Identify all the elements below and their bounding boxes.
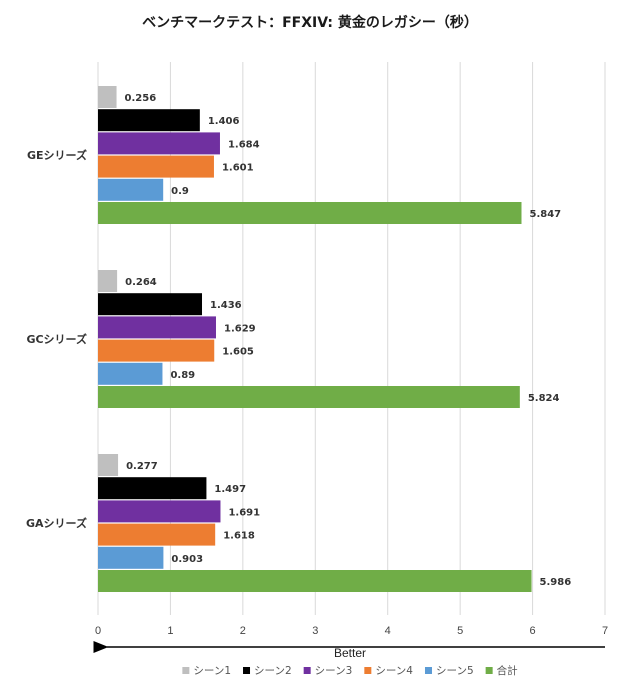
bar-6-3 [98, 570, 532, 592]
x-tick-label: 4 [385, 625, 391, 637]
better-indicator: Better [93, 641, 605, 660]
bar-3-1 [98, 132, 220, 155]
data-labels: 0.256 1.406 1.684 1.601 0.9 5.847 0.264 1.436 1.… [125, 93, 572, 588]
bar-1-3 [98, 454, 119, 476]
bar-2-2 [98, 293, 203, 316]
data-label: 5.986 [540, 577, 572, 588]
data-label: 0.264 [125, 277, 157, 288]
bar-5-3 [98, 546, 164, 569]
x-tick-label: 3 [312, 625, 318, 637]
bar-3-3 [98, 500, 221, 523]
category-label: GEシリーズ [27, 148, 87, 162]
legend-label: 合計 [497, 664, 518, 677]
legend-item: 合計 [485, 664, 518, 677]
x-tick-label: 0 [95, 625, 101, 637]
legend-swatch [243, 667, 251, 674]
bar-6-2 [98, 386, 520, 408]
x-axis-label-better: Better [334, 646, 366, 660]
legend-label: シーン1 [193, 665, 231, 677]
data-label: 0.903 [171, 554, 203, 565]
bar-2-1 [98, 109, 200, 132]
y-axis-categories: GEシリーズ GCシリーズ GAシリーズ [26, 148, 87, 530]
bar-3-2 [98, 316, 216, 339]
data-label: 1.691 [228, 507, 260, 518]
data-label: 0.277 [126, 461, 158, 472]
legend-item: シーン4 [364, 665, 413, 677]
x-tick-label: 2 [240, 625, 246, 637]
legend-label: シーン3 [315, 665, 353, 677]
data-label: 1.618 [223, 531, 255, 542]
bar-5-2 [98, 362, 163, 385]
category-label: GAシリーズ [26, 516, 87, 530]
legend-item: シーン1 [182, 665, 231, 677]
bars [98, 86, 532, 592]
legend-swatch [182, 667, 190, 674]
legend-item: シーン5 [424, 665, 474, 677]
data-label: 5.824 [528, 393, 560, 404]
legend-swatch [485, 667, 493, 674]
data-label: 1.684 [228, 139, 260, 150]
legend-label: シーン5 [436, 665, 474, 677]
data-label: 0.256 [125, 93, 157, 104]
bar-4-3 [98, 523, 216, 546]
x-tick-label: 1 [167, 625, 173, 637]
legend: シーン1 シーン2 シーン3 シーン4 シーン5 合計 [182, 664, 518, 677]
legend-label: シーン4 [375, 665, 413, 677]
bar-1-2 [98, 270, 118, 292]
legend-swatch [364, 667, 372, 674]
bar-4-2 [98, 339, 215, 362]
bar-5-1 [98, 178, 164, 201]
legend-label: シーン2 [254, 665, 292, 677]
bar-2-3 [98, 477, 207, 500]
data-label: 1.436 [210, 300, 242, 311]
legend-item: シーン3 [303, 665, 353, 677]
bar-1-1 [98, 86, 117, 108]
legend-swatch [303, 667, 311, 674]
bar-4-1 [98, 155, 214, 178]
data-label: 1.605 [222, 347, 254, 358]
data-label: 0.89 [170, 370, 195, 381]
data-label: 1.406 [208, 116, 240, 127]
data-label: 5.847 [529, 209, 561, 220]
x-tick-label: 6 [530, 625, 536, 637]
category-label: GCシリーズ [26, 332, 87, 346]
data-label: 1.601 [222, 163, 254, 174]
legend-swatch [424, 667, 432, 674]
bar-6-1 [98, 202, 522, 224]
x-axis-ticks: 0 1 2 3 4 5 6 7 [95, 625, 608, 637]
x-tick-label: 5 [457, 625, 463, 637]
data-label: 1.629 [224, 323, 256, 334]
data-label: 1.497 [214, 484, 246, 495]
chart-title: ベンチマークテスト：FFXIV: 黄金のレガシー（秒） [142, 14, 478, 31]
legend-item: シーン2 [243, 665, 292, 677]
x-tick-label: 7 [602, 625, 608, 637]
data-label: 0.9 [171, 186, 189, 197]
